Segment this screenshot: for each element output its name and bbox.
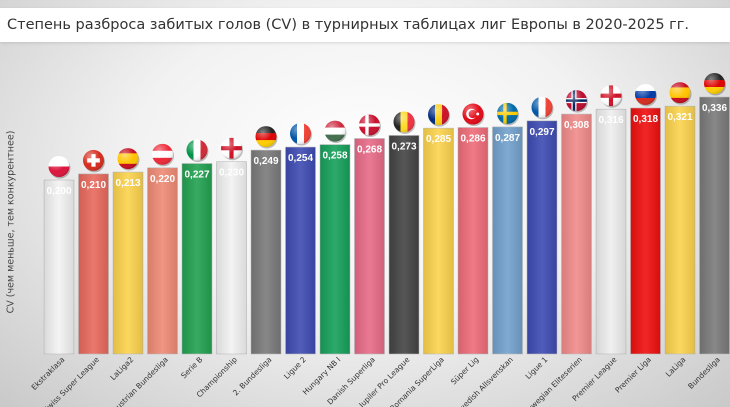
hungary-flag-icon <box>324 120 346 142</box>
switzerland-flag-icon <box>83 149 104 171</box>
category-label: Ligue 1 <box>524 355 550 381</box>
germany-flag-icon <box>255 126 277 148</box>
austria-flag-icon <box>152 143 173 165</box>
bar-group: 0,321 LaLiga <box>664 82 696 379</box>
bar-group: 0,297 Ligue 1 <box>524 96 558 381</box>
spain-flag-icon <box>669 82 691 104</box>
category-label: Bundesliga <box>686 355 722 391</box>
category-label: LaLiga <box>664 355 688 379</box>
data-label: 0,213 <box>115 178 140 189</box>
data-label: 0,227 <box>184 170 209 181</box>
title-bar: Степень разброса забитых голов (CV) в ту… <box>0 8 730 42</box>
bar-shading <box>285 147 316 354</box>
spain-flag-icon <box>117 148 139 170</box>
data-label: 0,249 <box>253 156 278 167</box>
bar-shading <box>389 135 419 354</box>
france-flag-icon <box>290 123 311 145</box>
category-label: Swiss Super League <box>42 355 102 407</box>
bar-shading <box>182 163 212 354</box>
bar-shading <box>216 161 247 354</box>
norway-flag-icon <box>566 90 587 112</box>
england-flag-icon <box>221 137 242 159</box>
data-label: 0,318 <box>633 114 658 125</box>
belgium-flag-icon <box>393 111 415 133</box>
bar-shading <box>147 167 178 354</box>
france-flag-icon <box>531 96 553 118</box>
germany-flag-icon <box>704 73 725 94</box>
bar-shading <box>630 107 661 354</box>
bar-shading <box>423 128 454 354</box>
bar-group: 0,286 Süper Lig <box>449 103 489 387</box>
category-label: Ligue 2 <box>282 355 308 381</box>
bar-shading <box>320 144 350 354</box>
data-label: 0,230 <box>219 168 244 179</box>
category-label: Premier Liga <box>613 355 653 395</box>
bar-shading <box>113 172 143 354</box>
category-label: Serie B <box>179 355 204 380</box>
italy-flag-icon <box>186 139 208 161</box>
data-label: 0,336 <box>702 103 727 114</box>
data-label: 0,321 <box>667 112 692 123</box>
bar-shading <box>561 114 592 355</box>
data-label: 0,210 <box>81 180 106 191</box>
data-label: 0,308 <box>564 120 589 131</box>
bar-shading <box>527 120 557 354</box>
bar-group: 0,227 Serie B <box>179 139 213 380</box>
data-label: 0,297 <box>529 127 554 138</box>
data-label: 0,273 <box>391 141 416 152</box>
data-label: 0,258 <box>322 151 347 162</box>
data-label: 0,200 <box>46 186 71 197</box>
data-label: 0,268 <box>357 145 382 156</box>
category-label: Swedish Allsvenskan <box>453 355 515 407</box>
england-flag-icon <box>600 85 622 107</box>
turkey-flag-icon <box>462 103 484 125</box>
category-label: Ekstraklasa <box>30 355 67 392</box>
data-label: 0,285 <box>426 134 451 145</box>
category-label: LaLiga2 <box>108 355 135 382</box>
bar-shading <box>354 138 385 354</box>
bar-group: 0,213 LaLiga2 <box>108 148 144 382</box>
data-label: 0,220 <box>150 174 175 185</box>
bar-shading <box>44 180 74 354</box>
category-label: Süper Lig <box>449 355 481 387</box>
bar-shading <box>492 126 523 354</box>
bar-shading <box>699 97 730 354</box>
bar-shading <box>78 173 109 354</box>
bar-shading <box>665 106 695 354</box>
chart-title: Степень разброса забитых голов (CV) в ту… <box>7 17 690 33</box>
bar-group: 0,254 Ligue 2 <box>282 123 316 381</box>
romania-flag-icon <box>428 104 449 126</box>
poland-flag-icon <box>48 156 70 177</box>
denmark-flag-icon <box>359 114 380 136</box>
russia-flag-icon <box>635 83 656 105</box>
category-label: Austrian Bundesliga <box>110 355 169 407</box>
data-label: 0,254 <box>288 153 313 164</box>
bar-shading <box>458 127 488 354</box>
bar-shading <box>596 109 626 355</box>
data-label: 0,286 <box>460 134 485 145</box>
bar-shading <box>251 150 281 354</box>
sweden-flag-icon <box>497 102 518 124</box>
bar-group: 0,200 Ekstraklasa <box>30 156 75 392</box>
data-label: 0,287 <box>495 133 520 144</box>
data-label: 0,316 <box>598 115 623 126</box>
